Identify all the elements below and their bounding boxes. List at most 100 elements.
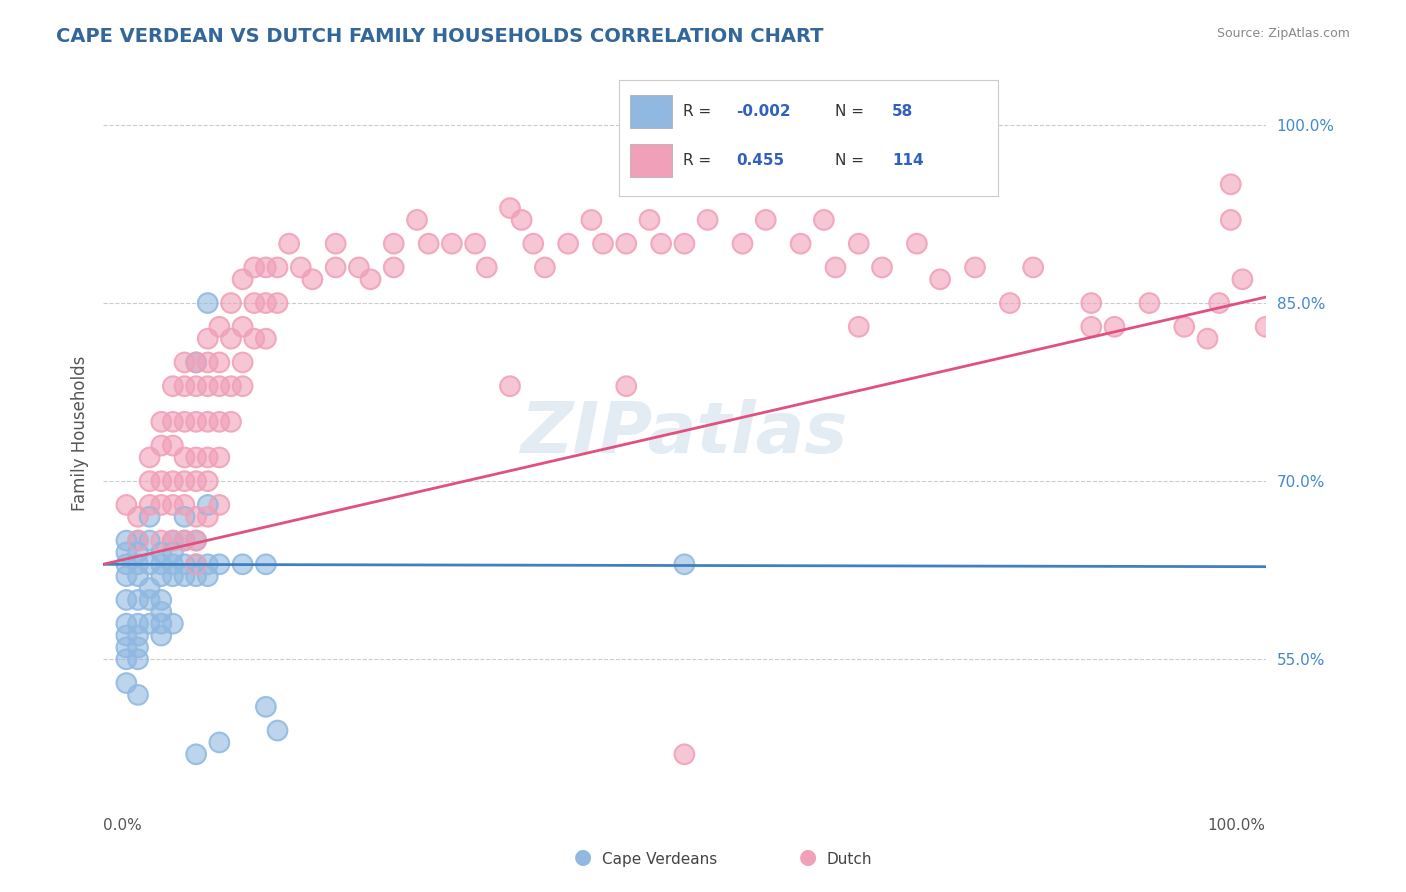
Point: [184, 747, 207, 762]
Point: [197, 332, 219, 346]
Point: [127, 533, 149, 548]
Point: [184, 355, 207, 369]
Point: [1080, 296, 1102, 310]
Text: ZIPatlas: ZIPatlas: [520, 400, 848, 468]
Point: [184, 450, 207, 465]
Point: [534, 260, 557, 275]
Point: [1208, 296, 1230, 310]
Text: N =: N =: [835, 153, 869, 168]
Text: 114: 114: [891, 153, 924, 168]
Point: [115, 616, 138, 631]
Point: [232, 558, 254, 572]
Point: [115, 545, 138, 559]
Point: [673, 236, 696, 251]
Point: [243, 260, 266, 275]
Point: [173, 533, 195, 548]
Point: [301, 272, 323, 286]
Point: [173, 415, 195, 429]
Point: [162, 498, 184, 512]
Point: [848, 236, 870, 251]
Point: [127, 569, 149, 583]
Point: [208, 415, 231, 429]
Point: [197, 474, 219, 488]
Point: [127, 593, 149, 607]
Point: [614, 379, 637, 393]
Point: [173, 533, 195, 548]
Point: [197, 355, 219, 369]
Point: [510, 213, 533, 227]
Point: [150, 439, 173, 453]
Text: 0.0%: 0.0%: [103, 819, 142, 833]
Point: [162, 558, 184, 572]
Point: [127, 558, 149, 572]
Point: [208, 319, 231, 334]
Point: [162, 533, 184, 548]
Point: [208, 450, 231, 465]
Point: [184, 569, 207, 583]
Point: [127, 616, 149, 631]
Point: [824, 260, 846, 275]
Point: [499, 379, 522, 393]
Point: [325, 260, 347, 275]
Point: [673, 558, 696, 572]
Point: [1022, 260, 1045, 275]
Point: [184, 747, 207, 762]
Text: Source: ZipAtlas.com: Source: ZipAtlas.com: [1216, 27, 1350, 40]
Point: [115, 640, 138, 655]
Text: 100.0%: 100.0%: [1208, 819, 1265, 833]
Point: [848, 319, 870, 334]
Point: [347, 260, 370, 275]
Text: 58: 58: [891, 104, 914, 120]
Point: [475, 260, 498, 275]
Point: [813, 213, 835, 227]
Point: [138, 509, 160, 524]
Point: [138, 450, 160, 465]
Point: [1137, 296, 1160, 310]
Point: [115, 593, 138, 607]
Point: [173, 509, 195, 524]
Point: [150, 629, 173, 643]
Point: [232, 379, 254, 393]
Point: [184, 379, 207, 393]
Point: [1104, 319, 1126, 334]
Point: [197, 332, 219, 346]
Bar: [630, 95, 672, 128]
Point: [418, 236, 440, 251]
Point: [138, 450, 160, 465]
Point: [127, 652, 149, 666]
Point: [522, 236, 544, 251]
Point: [197, 355, 219, 369]
Point: [115, 640, 138, 655]
Point: [208, 355, 231, 369]
Point: [581, 213, 603, 227]
Point: [162, 439, 184, 453]
Point: [254, 332, 277, 346]
Point: [360, 272, 382, 286]
Point: [184, 558, 207, 572]
Point: [184, 558, 207, 572]
Point: [173, 450, 195, 465]
Point: [173, 533, 195, 548]
Point: [278, 236, 301, 251]
Point: [173, 498, 195, 512]
Point: [150, 474, 173, 488]
Point: [184, 558, 207, 572]
Point: [115, 676, 138, 690]
Point: [150, 616, 173, 631]
Point: [173, 355, 195, 369]
Point: [162, 569, 184, 583]
Point: [197, 569, 219, 583]
Point: [184, 509, 207, 524]
Point: [162, 415, 184, 429]
Point: [382, 236, 405, 251]
Text: ●: ●: [575, 847, 592, 867]
Point: [254, 260, 277, 275]
Point: [115, 558, 138, 572]
Point: [150, 474, 173, 488]
Point: [208, 558, 231, 572]
Point: [905, 236, 928, 251]
Point: [127, 629, 149, 643]
Point: [219, 332, 242, 346]
Point: [150, 533, 173, 548]
Point: [138, 509, 160, 524]
